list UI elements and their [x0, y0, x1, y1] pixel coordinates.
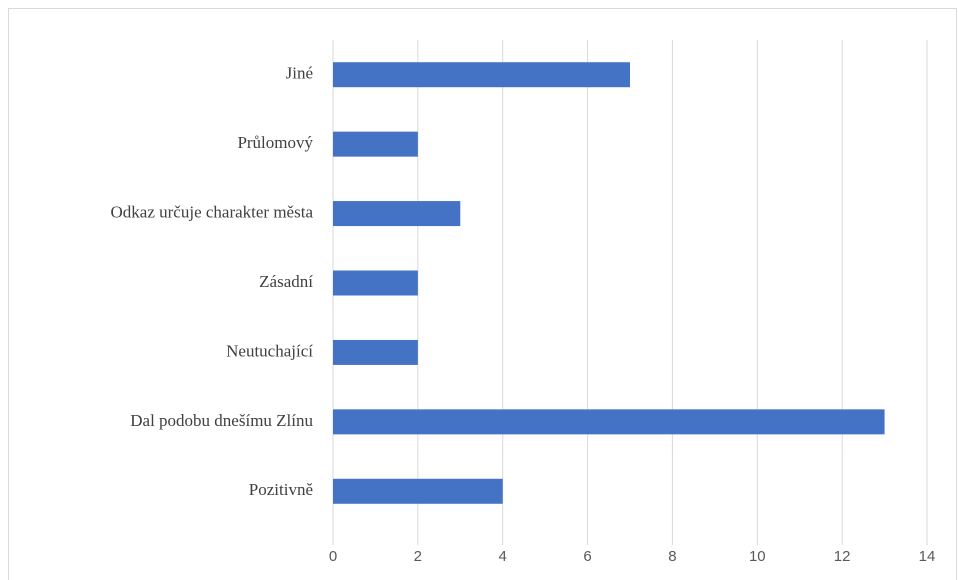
- y-tick-label: Pozitivně: [249, 480, 313, 499]
- x-tick-label: 12: [834, 548, 851, 565]
- bar: [333, 131, 418, 157]
- bar: [333, 478, 503, 504]
- bar: [333, 270, 418, 296]
- x-tick-label: 4: [499, 548, 507, 565]
- x-tick-label: 6: [583, 548, 591, 565]
- bar: [333, 62, 630, 88]
- x-tick-label: 0: [329, 548, 337, 565]
- bar: [333, 339, 418, 365]
- x-tick-label: 8: [668, 548, 676, 565]
- bar: [333, 409, 885, 435]
- y-tick-label: Neutuchající: [226, 341, 313, 360]
- bar: [333, 201, 461, 227]
- y-tick-label: Jiné: [286, 64, 313, 83]
- x-tick-label: 10: [749, 548, 766, 565]
- y-tick-label: Dal podobu dnešímu Zlínu: [130, 411, 313, 430]
- y-tick-label: Průlomový: [237, 133, 313, 152]
- x-tick-label: 14: [919, 548, 936, 565]
- y-tick-label: Zásadní: [259, 272, 313, 291]
- x-tick-label: 2: [414, 548, 422, 565]
- y-tick-label: Odkaz určuje charakter města: [111, 202, 314, 221]
